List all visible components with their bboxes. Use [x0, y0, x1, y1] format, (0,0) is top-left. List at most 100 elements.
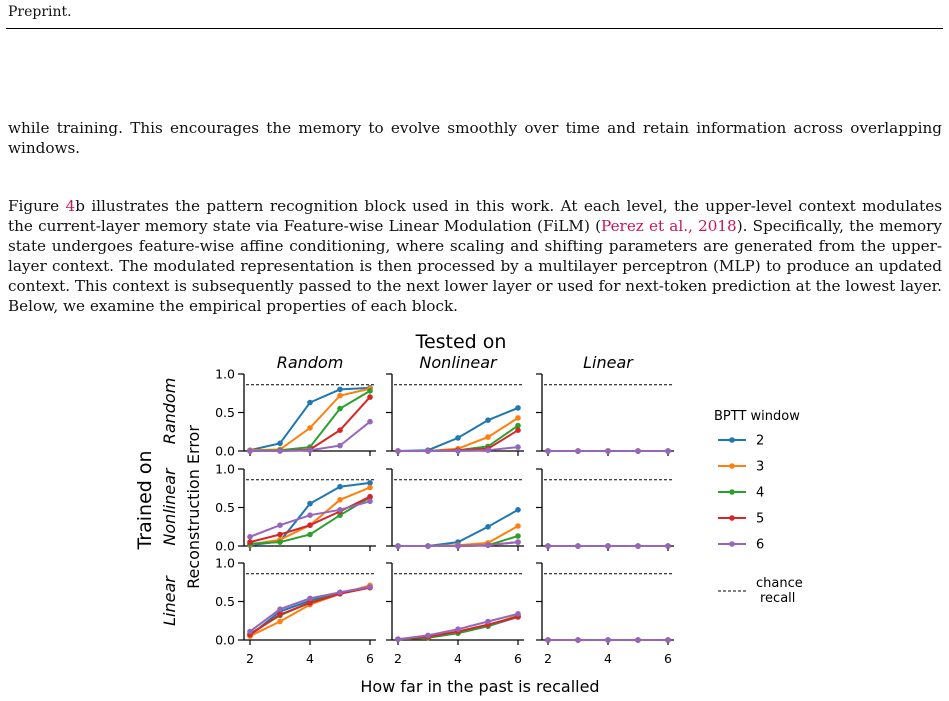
y-tick-label: 0.0: [215, 633, 235, 648]
data-point-2: [337, 386, 343, 393]
data-point-2: [485, 524, 491, 530]
data-point-5: [247, 539, 253, 545]
data-point-2: [367, 480, 373, 486]
series-line-3: [249, 584, 371, 637]
data-point-6: [635, 543, 641, 549]
data-point-3: [307, 425, 313, 431]
data-point-6: [247, 448, 253, 454]
data-point-6: [425, 632, 431, 639]
data-point-6: [545, 543, 551, 549]
data-point-2: [337, 483, 343, 490]
data-point-6: [337, 442, 343, 449]
y-tick-label: 0.5: [215, 405, 235, 420]
data-point-6: [605, 637, 611, 643]
data-point-4: [515, 533, 521, 539]
data-point-2: [485, 417, 491, 424]
data-point-6: [575, 637, 581, 643]
data-point-4: [367, 388, 373, 394]
data-point-6: [277, 448, 283, 454]
legend-label-4: 4: [756, 486, 764, 501]
data-point-2: [307, 500, 313, 507]
data-point-6: [367, 418, 373, 425]
legend-chance-label-1: chance: [756, 576, 803, 591]
data-point-6: [337, 589, 343, 596]
data-point-4: [307, 531, 313, 538]
data-point-6: [337, 507, 343, 513]
data-point-6: [635, 637, 641, 643]
series-line-3: [249, 387, 371, 452]
data-point-6: [515, 444, 521, 450]
data-point-3: [367, 484, 373, 491]
column-title-linear: Linear: [583, 353, 634, 372]
x-tick-label: 4: [306, 651, 314, 666]
data-point-4: [515, 422, 521, 429]
data-point-6: [575, 543, 581, 549]
x-tick-label: 6: [366, 651, 374, 666]
data-point-6: [425, 543, 431, 549]
data-point-5: [277, 531, 283, 538]
data-point-4: [277, 539, 283, 545]
p2-text-b: b illustrates the pattern recognition bl…: [8, 197, 942, 235]
legend-marker-5: [729, 515, 735, 521]
y-tick-label: 1.0: [215, 556, 235, 571]
column-title-random: Random: [277, 353, 344, 372]
running-head: Preprint.: [8, 4, 72, 20]
x-tick-label: 2: [246, 651, 254, 666]
legend-chance-label-2: recall: [760, 591, 795, 606]
data-point-4: [337, 405, 343, 412]
paragraph-1: while training. This encourages the memo…: [8, 119, 942, 157]
data-point-6: [545, 448, 551, 454]
citation-link[interactable]: Perez et al., 2018: [601, 217, 737, 235]
data-point-6: [485, 542, 491, 548]
header-rule: [6, 28, 943, 29]
x-tick-label: 2: [544, 651, 552, 666]
figure-ref-link[interactable]: 4: [65, 197, 76, 215]
data-point-2: [515, 507, 521, 513]
legend-marker-3: [729, 463, 735, 469]
x-tick-label: 2: [394, 651, 402, 666]
data-point-6: [307, 595, 313, 602]
data-point-6: [367, 584, 373, 590]
row-title-linear: Linear: [160, 575, 179, 626]
data-point-6: [515, 611, 521, 617]
y-tick-label: 0.0: [215, 539, 235, 554]
data-point-5: [277, 611, 283, 618]
y-tick-label: 0.5: [215, 594, 235, 609]
p2-text-a: Figure: [8, 197, 66, 215]
x-axis-label: How far in the past is recalled: [360, 677, 599, 696]
figure-left-title: Trained on: [134, 450, 156, 550]
data-point-6: [605, 543, 611, 549]
data-point-5: [307, 600, 313, 606]
data-point-6: [665, 448, 671, 454]
series-line-6: [249, 500, 371, 538]
data-point-6: [247, 628, 253, 635]
legend-marker-6: [729, 541, 735, 547]
legend-label-2: 2: [756, 434, 764, 449]
data-point-3: [337, 497, 343, 503]
data-point-6: [307, 512, 313, 518]
y-tick-label: 0.0: [215, 444, 235, 459]
y-tick-label: 1.0: [215, 462, 235, 477]
x-tick-label: 6: [514, 651, 522, 666]
row-title-random: Random: [160, 378, 179, 445]
data-point-6: [545, 637, 551, 643]
data-point-3: [515, 523, 521, 529]
data-point-6: [307, 447, 313, 454]
data-point-5: [367, 493, 373, 500]
data-point-3: [277, 618, 283, 625]
data-point-6: [395, 543, 401, 549]
data-point-6: [395, 448, 401, 454]
column-title-nonlinear: Nonlinear: [419, 353, 498, 372]
x-tick-label: 4: [604, 651, 612, 666]
figure-top-title: Tested on: [415, 331, 507, 353]
data-point-5: [337, 427, 343, 434]
legend-label-3: 3: [756, 460, 764, 475]
data-point-6: [277, 606, 283, 612]
legend-title: BPTT window: [714, 409, 800, 424]
paragraph-2: Figure 4b illustrates the pattern recogn…: [8, 196, 942, 316]
data-point-6: [277, 522, 283, 528]
p2-text-c: ). Specifically, the memory state underg…: [8, 217, 942, 315]
data-point-6: [485, 447, 491, 454]
data-point-2: [277, 440, 283, 447]
data-point-6: [515, 539, 521, 545]
